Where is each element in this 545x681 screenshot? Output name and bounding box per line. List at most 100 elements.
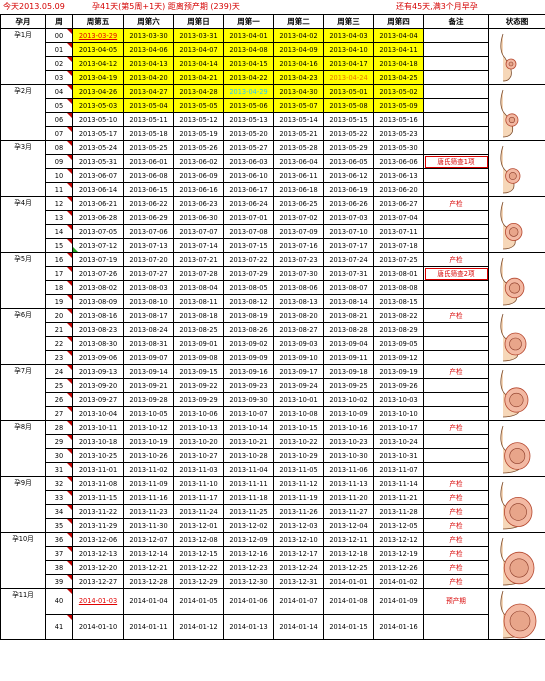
month-label: 孕6月 <box>0 308 46 365</box>
date-cell: 2013-10-05 <box>123 406 174 421</box>
week-row: 05 2013-05-03 2013-05-04 2013-05-05 2013-05-… <box>1 98 545 113</box>
week-row: 孕6月 20 2013-08-16 2013-08-17 2013-08-18 2013-… <box>0 308 545 365</box>
week-number: 24 <box>45 364 73 379</box>
week-number: 39 <box>45 574 73 589</box>
date-cell: 2013-12-30 <box>223 574 274 589</box>
date-cell: 2013-09-02 <box>223 336 274 351</box>
date-cell: 2013-07-26 <box>72 266 124 281</box>
date-cell: 2013-07-31 <box>323 266 374 281</box>
date-cell: 2013-08-27 <box>273 322 324 337</box>
status-image-cell <box>488 308 545 365</box>
date-cell: 2013-12-08 <box>173 532 224 547</box>
date-cell: 2013-06-03 <box>223 154 274 169</box>
note-cell: 产检 <box>423 532 489 547</box>
date-cell: 2013-07-24 <box>323 252 374 267</box>
date-cell: 2013-11-16 <box>123 490 174 505</box>
date-cell: 2013-08-15 <box>373 294 424 309</box>
note-cell: 产检 <box>423 476 489 491</box>
week-row: 14 2013-07-05 2013-07-06 2013-07-07 2013-07-… <box>1 224 545 239</box>
date-cell: 2013-04-06 <box>123 42 174 57</box>
date-cell: 2013-12-25 <box>323 560 374 575</box>
date-cell: 2013-05-03 <box>72 98 124 113</box>
date-cell: 2013-11-13 <box>323 476 374 491</box>
date-cell: 2013-12-23 <box>223 560 274 575</box>
date-cell: 2013-11-11 <box>223 476 274 491</box>
date-cell: 2013-12-21 <box>123 560 174 575</box>
date-cell: 2013-06-12 <box>323 168 374 183</box>
month-label: 孕1月 <box>0 28 46 85</box>
date-cell: 2013-04-02 <box>273 28 324 43</box>
week-row: 30 2013-10-25 2013-10-26 2013-10-27 2013-10-… <box>1 448 545 463</box>
date-cell: 2013-07-29 <box>223 266 274 281</box>
week-row: 29 2013-10-18 2013-10-19 2013-10-20 2013-10-… <box>1 434 545 449</box>
week-row: 孕11月 40 2014-01-03 2014-01-04 2014-01-05 2014… <box>0 588 545 640</box>
note-cell <box>423 140 489 155</box>
week-number: 05 <box>45 98 73 113</box>
date-cell: 2013-10-25 <box>72 448 124 463</box>
note-cell: 产检 <box>423 504 489 519</box>
date-cell: 2013-05-14 <box>273 112 324 127</box>
week-row: 孕4月 12 2013-06-21 2013-06-22 2013-06-23 2013-… <box>0 196 545 253</box>
date-cell: 2013-11-02 <box>123 462 174 477</box>
date-cell: 2013-09-28 <box>123 392 174 407</box>
date-cell: 2013-10-01 <box>273 392 324 407</box>
date-cell: 2013-06-16 <box>173 182 224 197</box>
date-cell: 2013-09-14 <box>123 364 174 379</box>
date-cell: 2013-06-01 <box>123 154 174 169</box>
date-cell: 2013-10-13 <box>173 420 224 435</box>
column-header: 周第日 <box>173 14 224 29</box>
date-cell: 2013-05-18 <box>123 126 174 141</box>
date-cell: 2013-04-24 <box>323 70 374 85</box>
date-cell: 2013-04-08 <box>223 42 274 57</box>
month-label: 孕9月 <box>0 476 46 533</box>
note-cell: 唐氏筛查2项 <box>423 266 489 281</box>
date-cell: 2013-05-08 <box>323 98 374 113</box>
week-number: 10 <box>45 168 73 183</box>
date-cell: 2013-11-26 <box>273 504 324 519</box>
week-number: 07 <box>45 126 73 141</box>
note-cell <box>423 28 489 43</box>
date-cell: 2013-08-18 <box>173 308 224 323</box>
column-header: 周第六 <box>123 14 174 29</box>
note-cell <box>423 84 489 99</box>
month-label: 孕5月 <box>0 252 46 309</box>
week-number: 22 <box>45 336 73 351</box>
date-cell: 2013-10-09 <box>323 406 374 421</box>
date-cell: 2013-08-24 <box>123 322 174 337</box>
date-cell: 2013-12-01 <box>173 518 224 533</box>
date-cell: 2013-08-07 <box>323 280 374 295</box>
date-cell: 2013-09-15 <box>173 364 224 379</box>
status-image-cell <box>488 28 545 85</box>
week-number: 14 <box>45 224 73 239</box>
pregnancy-stage-icon <box>500 425 531 473</box>
note-cell: 产检 <box>423 308 489 323</box>
month-label: 孕10月 <box>0 532 46 589</box>
week-row: 孕7月 24 2013-09-13 2013-09-14 2013-09-15 2013-… <box>0 364 545 421</box>
week-number: 33 <box>45 490 73 505</box>
week-row: 孕5月 16 2013-07-19 2013-07-20 2013-07-21 2013-… <box>0 252 545 309</box>
date-cell: 2013-09-13 <box>72 364 124 379</box>
date-cell: 2013-06-21 <box>72 196 124 211</box>
date-cell: 2013-10-08 <box>273 406 324 421</box>
date-cell: 2013-09-03 <box>273 336 324 351</box>
date-cell: 2013-07-02 <box>273 210 324 225</box>
column-header: 周第五 <box>72 14 124 29</box>
date-cell: 2013-08-16 <box>72 308 124 323</box>
date-cell: 2013-03-30 <box>123 28 174 43</box>
week-row: 孕1月 00 2013-03-29 2013-03-30 2013-03-31 2013-… <box>0 28 545 85</box>
week-number: 11 <box>45 182 73 197</box>
date-cell: 2013-04-25 <box>373 70 424 85</box>
date-cell: 2013-09-01 <box>173 336 224 351</box>
date-cell: 2013-08-06 <box>273 280 324 295</box>
date-cell: 2013-09-17 <box>273 364 324 379</box>
week-row: 02 2013-04-12 2013-04-13 2013-04-14 2013-04-… <box>1 56 545 71</box>
date-cell: 2013-11-10 <box>173 476 224 491</box>
date-cell: 2013-07-23 <box>273 252 324 267</box>
date-cell: 2013-04-20 <box>123 70 174 85</box>
date-cell: 2013-11-15 <box>72 490 124 505</box>
date-cell: 2013-10-15 <box>273 420 324 435</box>
date-cell: 2013-05-10 <box>72 112 124 127</box>
week-number: 21 <box>45 322 73 337</box>
date-cell: 2013-09-25 <box>323 378 374 393</box>
date-cell: 2013-09-30 <box>223 392 274 407</box>
